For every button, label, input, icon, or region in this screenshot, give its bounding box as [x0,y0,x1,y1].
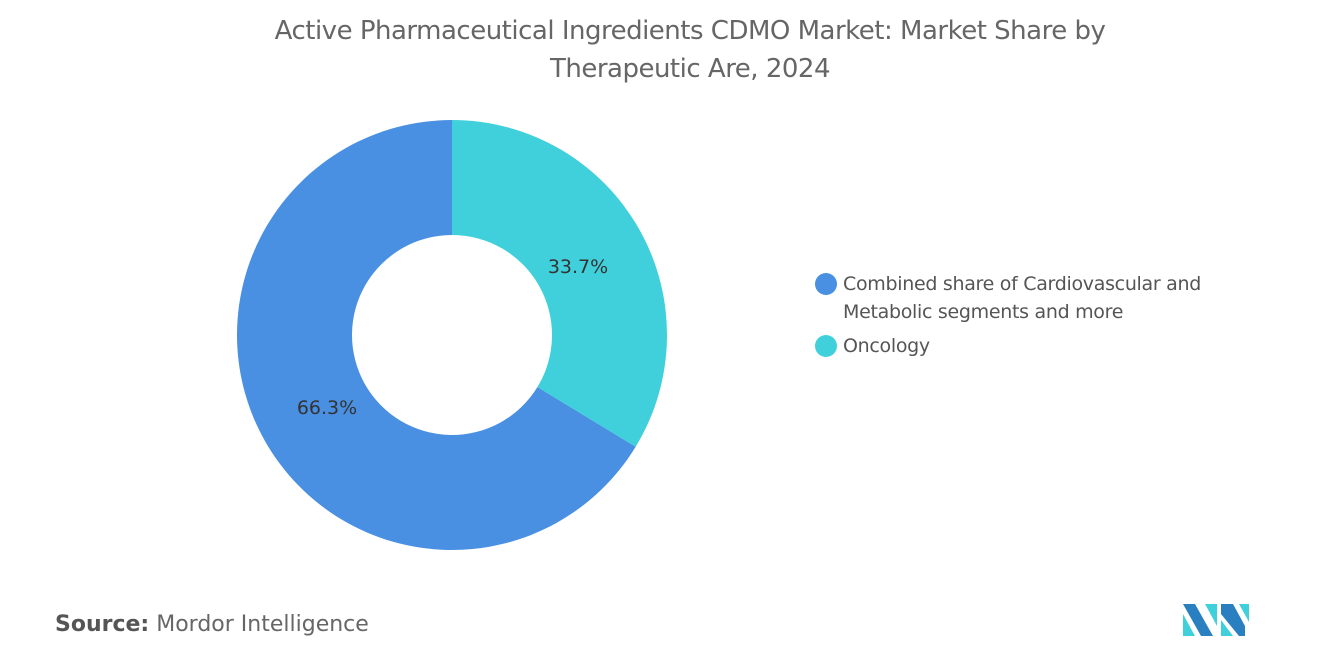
legend-label: Combined share of Cardiovascular and Met… [843,273,1201,323]
donut-slice-oncology [452,120,667,447]
legend-item-oncology: Oncology [815,332,1243,360]
mordor-intelligence-logo [1183,604,1249,636]
chart-title-line-2: Therapeutic Are, 2024 [549,54,831,84]
data-label: 33.7% [548,256,608,278]
chart-title-line-1: Active Pharmaceutical Ingredients CDMO M… [274,16,1106,46]
source-note: Source: Mordor Intelligence [55,612,369,637]
chart-title: Active Pharmaceutical Ingredients CDMO M… [0,12,1320,88]
source-value: Mordor Intelligence [156,612,369,637]
legend-item-cardiovascular-metabolic: Combined share of Cardiovascular and Met… [815,270,1243,326]
legend-swatch [815,335,837,357]
data-label: 66.3% [297,397,357,419]
donut-slice-cardiovascular-metabolic [236,120,636,550]
legend-swatch [815,273,837,295]
source-label: Source: [55,612,150,637]
legend-label: Oncology [843,335,930,357]
legend: Combined share of Cardiovascular and Met… [815,270,1243,366]
